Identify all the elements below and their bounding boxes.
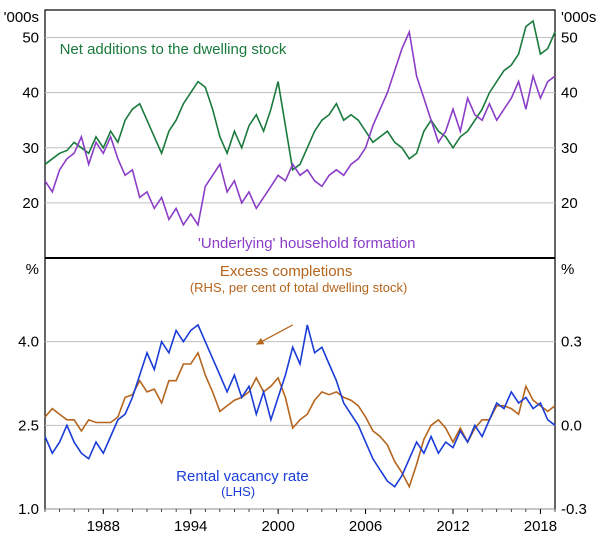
top-right-tick: 20 [561,195,578,212]
chart-svg: 20 20 30 30 40 40 50 50 '000s '000s Net additions … [0,0,600,549]
label-net-additions: Net additions to the dwelling stock [60,41,287,58]
top-left-tick: 30 [22,140,39,157]
x-tick: 2018 [524,518,557,535]
top-right-axis-label: '000s [561,9,596,26]
bottom-left-tick: 4.0 [18,334,39,351]
sublabel-excess-completions: (RHS, per cent of total dwelling stock) [190,280,407,295]
top-left-tick: 40 [22,85,39,102]
x-tick: 2000 [261,518,294,535]
label-vacancy-rate: Rental vacancy rate [176,468,309,485]
x-tick: 1988 [87,518,120,535]
bottom-right-tick: 0.3 [561,334,582,351]
series-excess-completions [45,353,555,487]
top-left-axis-label: '000s [4,9,39,26]
label-excess-completions: Excess completions [220,263,353,280]
top-right-tick: 40 [561,85,578,102]
top-right-tick: 50 [561,30,578,47]
bottom-right-tick: 0.0 [561,417,582,434]
bottom-left-axis-label: % [26,261,39,278]
bottom-right-axis-label: % [561,261,574,278]
bottom-right-tick: -0.3 [561,501,587,518]
top-left-tick: 20 [22,195,39,212]
x-tick: 2006 [349,518,382,535]
x-tick: 2012 [436,518,469,535]
bottom-left-tick: 2.5 [18,417,39,434]
x-tick: 1994 [174,518,207,535]
top-right-tick: 30 [561,140,578,157]
label-household-formation: 'Underlying' household formation [198,235,416,252]
top-left-tick: 50 [22,30,39,47]
chart-container: 20 20 30 30 40 40 50 50 '000s '000s Net additions … [0,0,600,549]
sublabel-vacancy-rate: (LHS) [221,484,255,499]
series-household-formation [45,32,555,225]
bottom-left-tick: 1.0 [18,501,39,518]
